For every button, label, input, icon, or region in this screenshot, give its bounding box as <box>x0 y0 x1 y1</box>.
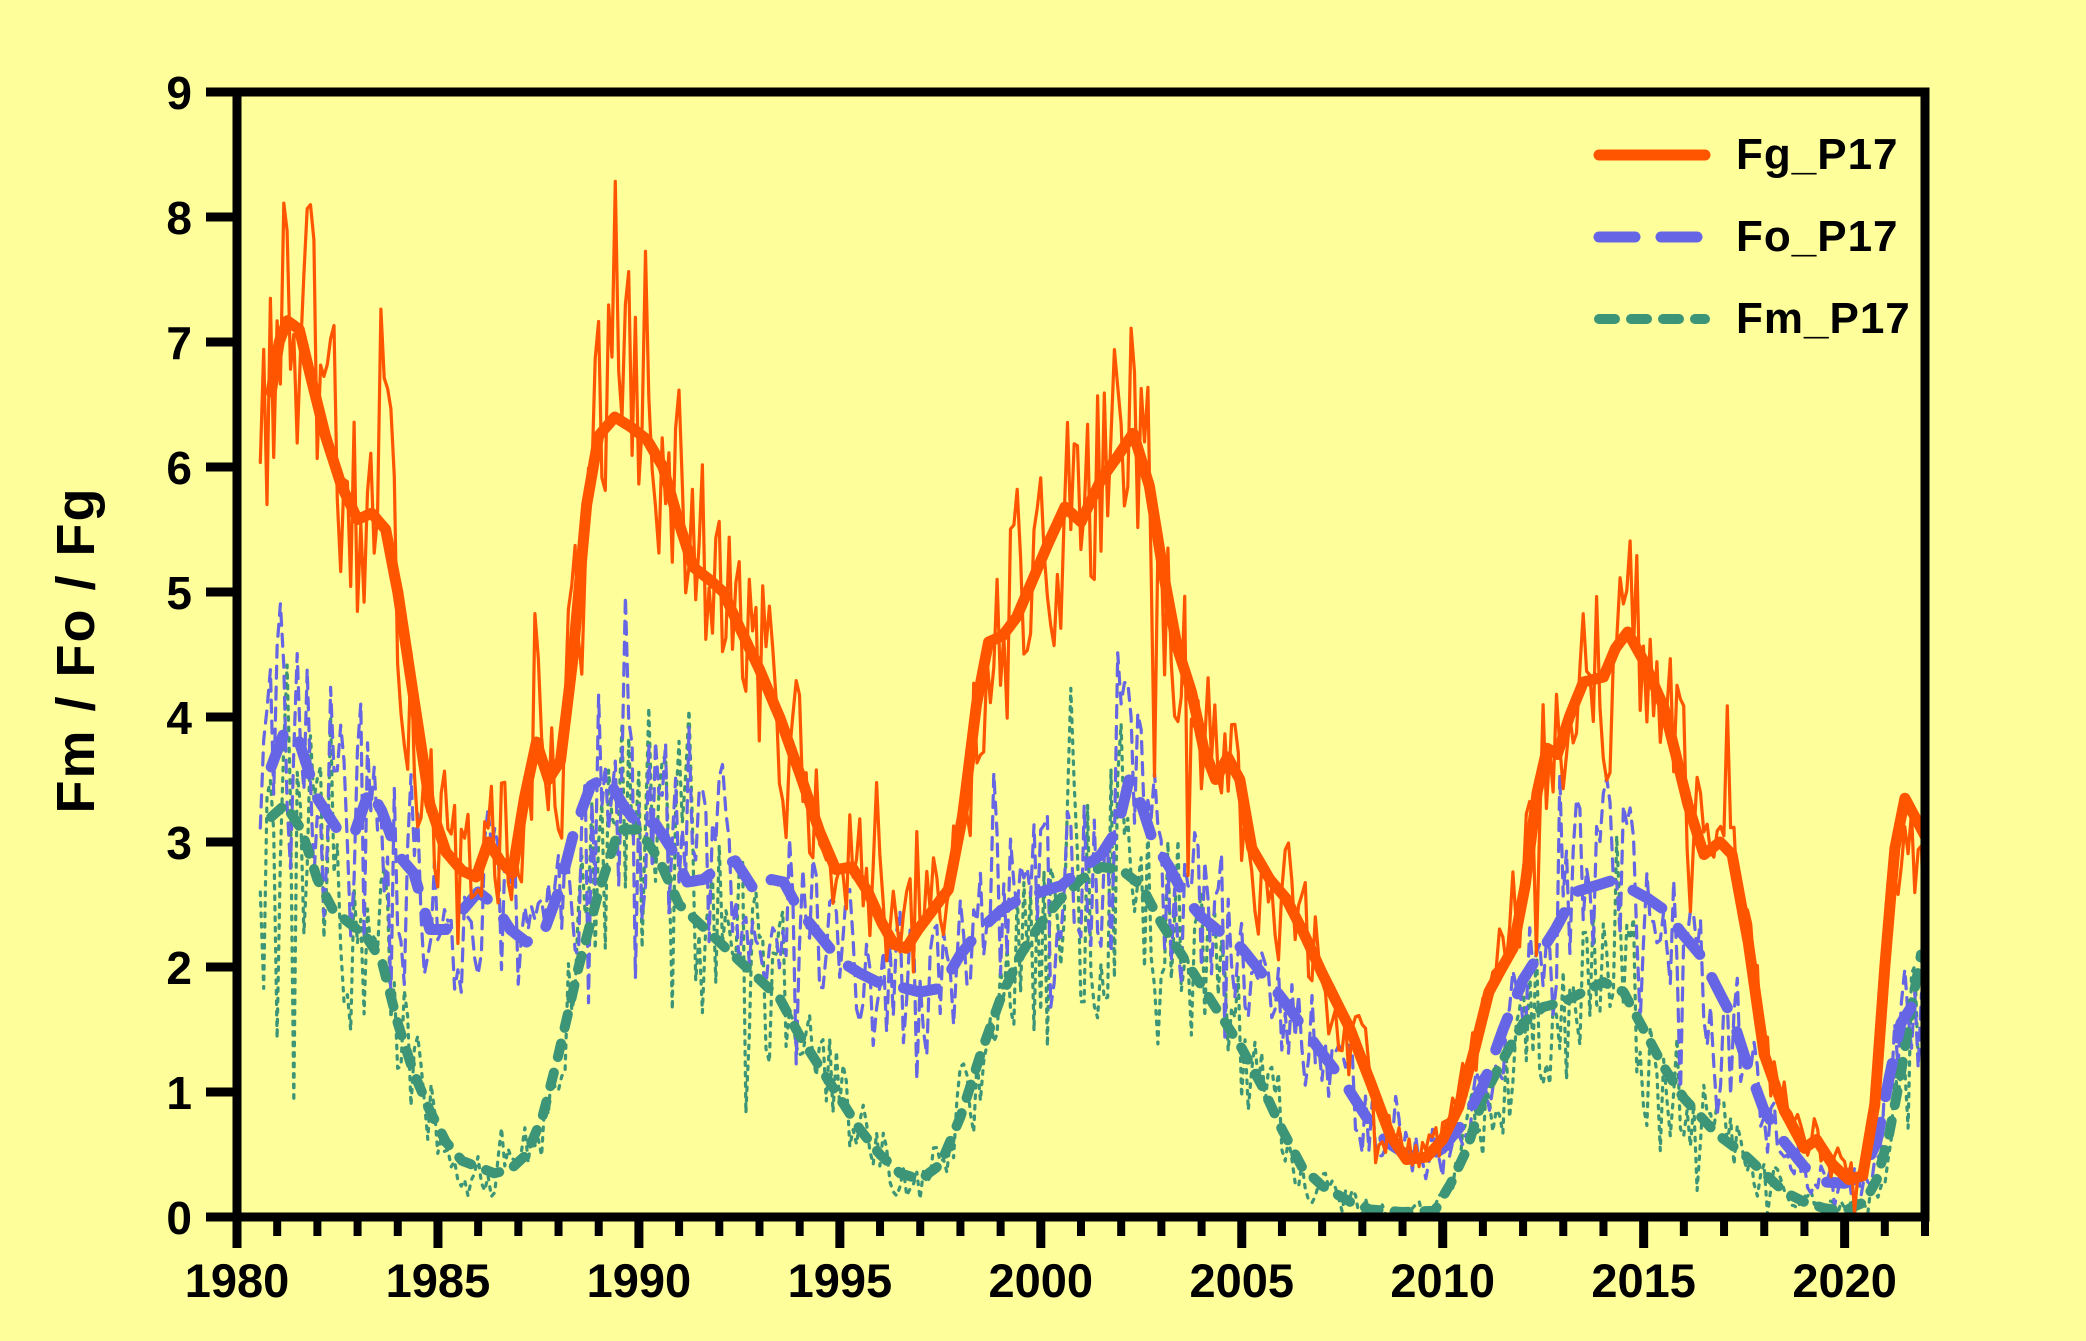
legend-line-sample-fm <box>1594 314 1710 324</box>
x-tick-label: 1990 <box>587 1254 692 1307</box>
legend-item-fg-p17: Fg_P17 <box>1592 130 1911 180</box>
y-tick-label: 7 <box>166 317 192 369</box>
series-fo-p17-monthly <box>258 594 1927 1208</box>
x-tick-label: 2015 <box>1591 1254 1696 1307</box>
legend-label-fg: Fg_P17 <box>1736 130 1899 179</box>
legend-line-sample-fo <box>1593 231 1711 243</box>
legend-label-fo: Fo_P17 <box>1736 212 1899 261</box>
legend-item-fm-p17: Fm_P17 <box>1592 294 1911 344</box>
y-tick-label: 1 <box>166 1067 192 1119</box>
legend-label-fm: Fm_P17 <box>1736 294 1911 343</box>
y-tick-label: 9 <box>166 67 192 119</box>
x-tick-label: 2000 <box>989 1254 1094 1307</box>
y-axis-title: Fm / Fo / Fg <box>46 486 106 814</box>
legend-line-sample-fg <box>1593 149 1711 161</box>
axis-tick-labels: 0 1 2 3 4 5 6 7 8 9 1980 1985 1990 1995 2000 2005 2010 20… <box>166 67 1896 1307</box>
series-fg-p17-monthly <box>258 179 1927 1215</box>
x-tick-label: 1985 <box>386 1254 491 1307</box>
y-tick-label: 5 <box>166 567 192 619</box>
x-tick-label: 1995 <box>788 1254 893 1307</box>
x-tick-label: 2005 <box>1189 1254 1294 1307</box>
x-tick-label: 1980 <box>185 1254 290 1307</box>
series-fo-p17 <box>265 724 1927 1189</box>
x-tick-label: 2010 <box>1390 1254 1495 1307</box>
series-layer <box>258 179 1927 1217</box>
series-fm-p17 <box>266 799 1927 1217</box>
y-tick-label: 0 <box>166 1192 192 1244</box>
x-tick-label: 2020 <box>1792 1254 1897 1307</box>
y-tick-label: 2 <box>166 942 192 994</box>
legend-item-fo-p17: Fo_P17 <box>1592 212 1911 262</box>
y-tick-label: 4 <box>166 692 192 744</box>
axis-ticks <box>206 87 1929 1248</box>
series-fg-p17 <box>265 315 1927 1185</box>
y-tick-label: 3 <box>166 817 192 869</box>
y-tick-label: 8 <box>166 192 192 244</box>
y-tick-label: 6 <box>166 442 192 494</box>
legend: Fg_P17 Fo_P17 Fm_P17 <box>1592 130 1911 344</box>
